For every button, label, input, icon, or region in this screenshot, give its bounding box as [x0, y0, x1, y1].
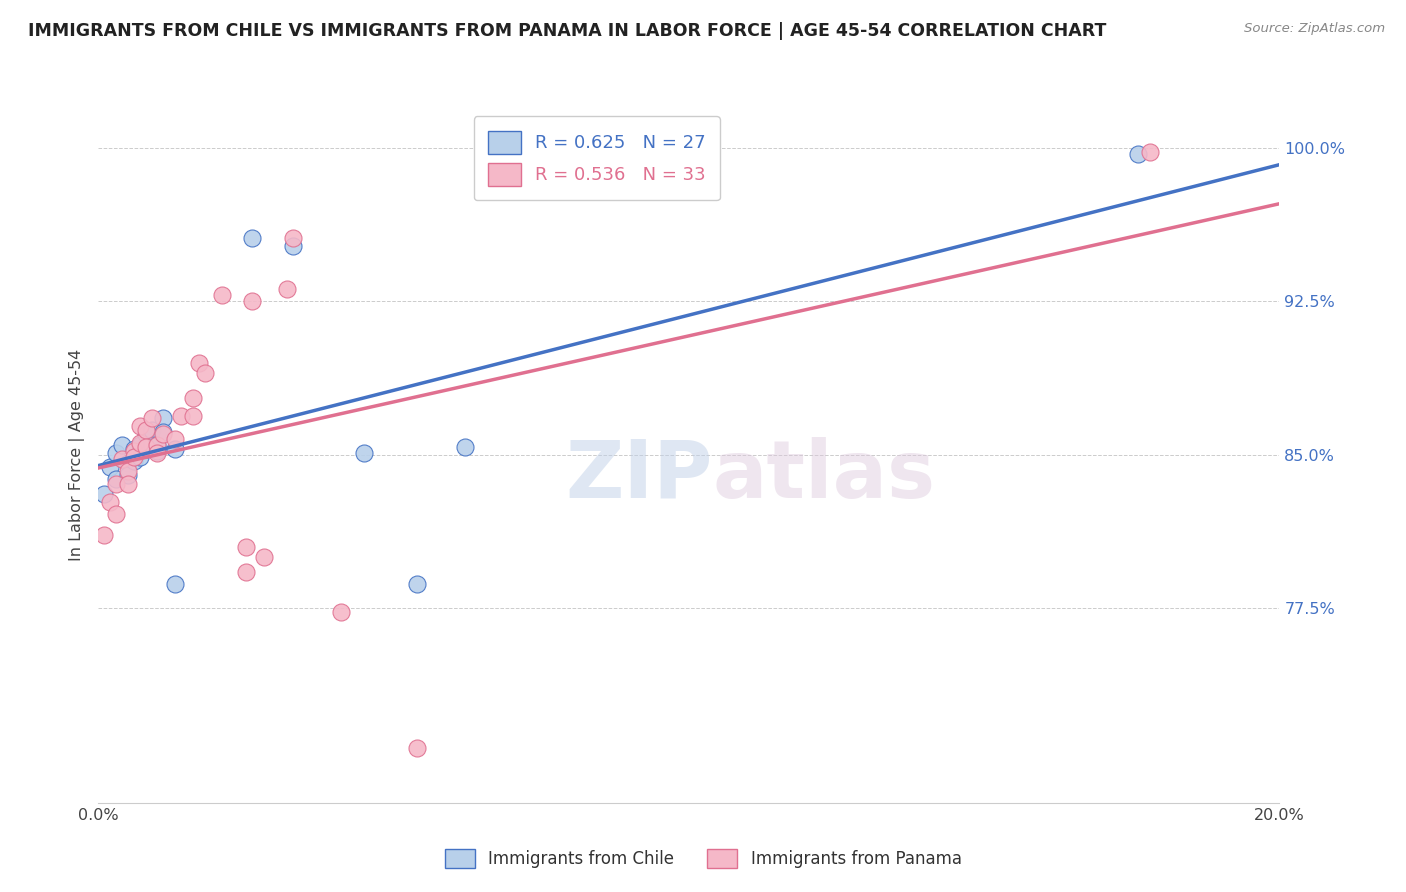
Point	[235, 565, 257, 579]
Point	[235, 540, 257, 554]
Text: IMMIGRANTS FROM CHILE VS IMMIGRANTS FROM PANAMA IN LABOR FORCE | AGE 45-54 CORRE: IMMIGRANTS FROM CHILE VS IMMIGRANTS FROM…	[28, 22, 1107, 40]
Point	[122, 454, 145, 468]
Point	[111, 452, 134, 467]
Point	[117, 464, 139, 478]
Point	[105, 446, 128, 460]
Point	[141, 423, 163, 437]
Point	[117, 456, 139, 470]
Point	[135, 442, 157, 456]
Point	[128, 435, 150, 450]
Point	[170, 409, 193, 423]
Point	[98, 495, 121, 509]
Point	[105, 508, 128, 522]
Point	[211, 288, 233, 302]
Point	[194, 366, 217, 380]
Point	[283, 239, 305, 253]
Point	[105, 476, 128, 491]
Point	[146, 443, 169, 458]
Point	[353, 446, 375, 460]
Point	[146, 438, 169, 452]
Point	[146, 446, 169, 460]
Point	[181, 391, 204, 405]
Text: ZIP: ZIP	[565, 437, 713, 515]
Point	[146, 438, 169, 452]
Point	[1139, 145, 1161, 159]
Point	[1126, 147, 1149, 161]
Y-axis label: In Labor Force | Age 45-54: In Labor Force | Age 45-54	[69, 349, 84, 561]
Point	[122, 443, 145, 458]
Point	[141, 411, 163, 425]
Point	[98, 460, 121, 475]
Point	[105, 473, 128, 487]
Point	[128, 419, 150, 434]
Point	[128, 450, 150, 464]
Point	[135, 427, 157, 442]
Point	[406, 577, 429, 591]
Point	[141, 438, 163, 452]
Point	[453, 440, 475, 454]
Text: Source: ZipAtlas.com: Source: ZipAtlas.com	[1244, 22, 1385, 36]
Point	[122, 450, 145, 464]
Point	[329, 606, 352, 620]
Point	[240, 231, 263, 245]
Point	[165, 442, 187, 456]
Point	[152, 411, 174, 425]
Point	[111, 438, 134, 452]
Point	[152, 427, 174, 442]
Point	[128, 438, 150, 452]
Point	[135, 423, 157, 437]
Point	[253, 550, 276, 565]
Point	[276, 282, 298, 296]
Legend: R = 0.625   N = 27, R = 0.536   N = 33: R = 0.625 N = 27, R = 0.536 N = 33	[474, 116, 720, 201]
Point	[187, 356, 209, 370]
Point	[165, 577, 187, 591]
Point	[181, 409, 204, 423]
Point	[93, 487, 115, 501]
Point	[165, 432, 187, 446]
Point	[93, 527, 115, 541]
Point	[135, 440, 157, 454]
Point	[283, 231, 305, 245]
Point	[406, 740, 429, 755]
Point	[152, 425, 174, 440]
Point	[122, 442, 145, 456]
Legend: Immigrants from Chile, Immigrants from Panama: Immigrants from Chile, Immigrants from P…	[437, 842, 969, 875]
Text: atlas: atlas	[713, 437, 935, 515]
Point	[117, 476, 139, 491]
Point	[117, 468, 139, 483]
Point	[240, 294, 263, 309]
